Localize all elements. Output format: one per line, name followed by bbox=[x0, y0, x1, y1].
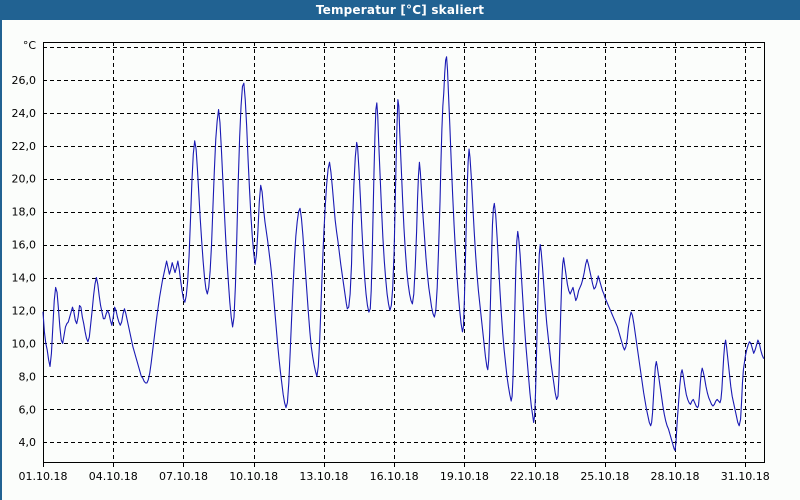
plot-background bbox=[43, 42, 764, 462]
y-axis-tick-label: 20,0 bbox=[12, 173, 37, 186]
x-axis-tick-label: 19.10.18 bbox=[440, 470, 489, 483]
window-title: Temperatur [°C] skaliert bbox=[315, 3, 485, 17]
y-axis-tick-label: 12,0 bbox=[12, 304, 37, 317]
window-titlebar: Temperatur [°C] skaliert bbox=[2, 0, 798, 20]
x-axis-tick-label: 31.10.18 bbox=[721, 470, 770, 483]
y-axis-tick-label: 22,0 bbox=[12, 140, 37, 153]
y-axis-tick-label: 8,0 bbox=[19, 370, 37, 383]
y-axis-tick-label: 26,0 bbox=[12, 74, 37, 87]
x-axis-tick-label: 25.10.18 bbox=[580, 470, 629, 483]
y-axis-tick-label: 10,0 bbox=[12, 337, 37, 350]
x-axis-tick-label: 04.10.18 bbox=[89, 470, 138, 483]
temperature-series-line bbox=[42, 56, 765, 452]
x-axis-tick-label: 28.10.18 bbox=[651, 470, 700, 483]
y-axis-tick-label: 18,0 bbox=[12, 206, 37, 219]
y-axis-tick-label: 6,0 bbox=[19, 403, 37, 416]
temperature-line-chart: 26,0 24,0 22,0 20,0 18,0 16,0 14,0 12,0 10,0 8,0 6… bbox=[12, 39, 770, 483]
y-axis-tick-label: 16,0 bbox=[12, 239, 37, 252]
chart-canvas-area: 26,0 24,0 22,0 20,0 18,0 16,0 14,0 12,0 10,0 8,0 6… bbox=[2, 20, 800, 500]
x-axis-tick-label: 16.10.18 bbox=[370, 470, 419, 483]
x-axis-tick-label: 07.10.18 bbox=[159, 470, 208, 483]
y-axis-unit-label: °C bbox=[23, 39, 37, 52]
plot-frame bbox=[43, 42, 765, 463]
y-axis-tick-label: 4,0 bbox=[19, 436, 37, 449]
x-axis-tick-label: 13.10.18 bbox=[299, 470, 348, 483]
y-axis-tick-label: 14,0 bbox=[12, 272, 37, 285]
y-axis-tick-label: 24,0 bbox=[12, 107, 37, 120]
x-axis-tick-label: 22.10.18 bbox=[510, 470, 559, 483]
x-axis-tick-label: 10.10.18 bbox=[229, 470, 278, 483]
x-axis-tick-label: 01.10.18 bbox=[19, 470, 68, 483]
